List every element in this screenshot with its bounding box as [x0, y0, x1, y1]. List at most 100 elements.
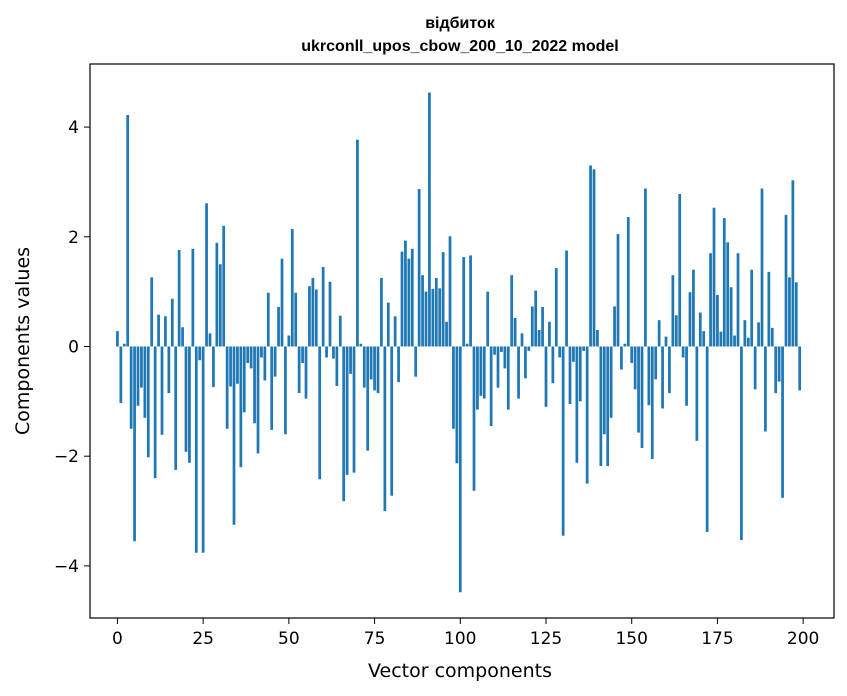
bar: [746, 337, 750, 347]
bar: [664, 336, 668, 347]
bar: [191, 248, 195, 347]
bar: [133, 346, 136, 542]
bar: [236, 346, 239, 384]
bar: [393, 316, 397, 347]
bar: [318, 346, 322, 480]
bar: [129, 346, 133, 429]
bar: [314, 289, 318, 347]
bar: [455, 346, 459, 464]
bar: [637, 346, 640, 433]
bar: [126, 115, 130, 347]
bar: [554, 268, 558, 347]
bar: [400, 251, 404, 347]
bar: [520, 333, 524, 347]
bar: [688, 292, 692, 347]
bar: [225, 346, 229, 429]
y-axis-label: Components values: [12, 247, 34, 435]
bar: [328, 281, 332, 347]
bar: [373, 346, 376, 391]
bar: [469, 255, 472, 347]
bar: [613, 306, 616, 347]
bar: [431, 288, 435, 347]
bar: [462, 257, 466, 347]
bar: [702, 331, 706, 347]
bar: [575, 346, 579, 463]
bar: [452, 346, 455, 429]
bar: [644, 188, 647, 347]
bar: [482, 346, 486, 399]
bar: [685, 346, 688, 406]
bar: [753, 346, 757, 390]
bar: [743, 320, 747, 347]
bar: [119, 346, 123, 403]
bar: [544, 346, 548, 407]
bar: [606, 346, 610, 467]
bar: [476, 346, 479, 410]
bar: [506, 346, 510, 410]
bar: [513, 317, 517, 347]
bar: [253, 346, 256, 424]
bar: [301, 346, 304, 363]
bar: [143, 346, 147, 418]
bar: [530, 306, 534, 347]
bar: [589, 165, 592, 347]
x-tick-label: 150: [615, 629, 647, 649]
bar: [445, 321, 448, 347]
bar: [599, 346, 603, 467]
bar: [434, 277, 438, 347]
bar: [736, 253, 740, 347]
bar: [585, 346, 589, 484]
bar: [212, 346, 215, 388]
bar: [208, 333, 212, 347]
x-axis-label: Vector components: [368, 660, 552, 682]
bar: [496, 346, 500, 388]
bar: [537, 330, 541, 347]
bar: [335, 346, 339, 386]
bar: [287, 335, 291, 347]
bar: [740, 346, 743, 541]
bar: [215, 242, 219, 347]
bar: [280, 258, 284, 347]
bar: [140, 346, 143, 388]
bar: [503, 346, 507, 369]
bar: [695, 346, 699, 441]
bar: [609, 346, 613, 418]
bar: [760, 188, 764, 347]
x-tick-label: 75: [364, 629, 386, 649]
x-tick-label: 100: [444, 629, 476, 649]
bar: [602, 346, 606, 435]
bar: [198, 346, 202, 361]
bar: [596, 330, 599, 347]
y-tick-label: 2: [68, 228, 79, 248]
bar: [359, 343, 363, 347]
bar: [626, 217, 630, 347]
bar: [260, 346, 263, 358]
bar: [136, 346, 140, 406]
bar: [558, 346, 562, 358]
bar: [414, 346, 418, 377]
bar: [657, 320, 661, 347]
bar: [726, 242, 730, 347]
y-axis-ticks: −4 −2 0 2 4: [54, 118, 90, 577]
bar: [205, 203, 208, 347]
bar: [788, 277, 791, 347]
bar: [712, 207, 716, 347]
bar: [729, 287, 733, 347]
bar: [541, 306, 544, 347]
bar: [640, 346, 644, 448]
bar: [380, 277, 383, 347]
bar: [332, 346, 335, 359]
bar: [489, 346, 493, 427]
bar: [774, 346, 778, 394]
bar: [201, 346, 205, 553]
bar: [184, 346, 188, 452]
bar: [181, 327, 184, 347]
bar: [534, 290, 538, 347]
bar: [757, 322, 760, 347]
bar: [167, 346, 171, 394]
bar: [386, 302, 390, 347]
bar: [397, 346, 400, 383]
bar: [308, 286, 311, 347]
bar: [390, 346, 394, 496]
bar: [229, 346, 232, 387]
